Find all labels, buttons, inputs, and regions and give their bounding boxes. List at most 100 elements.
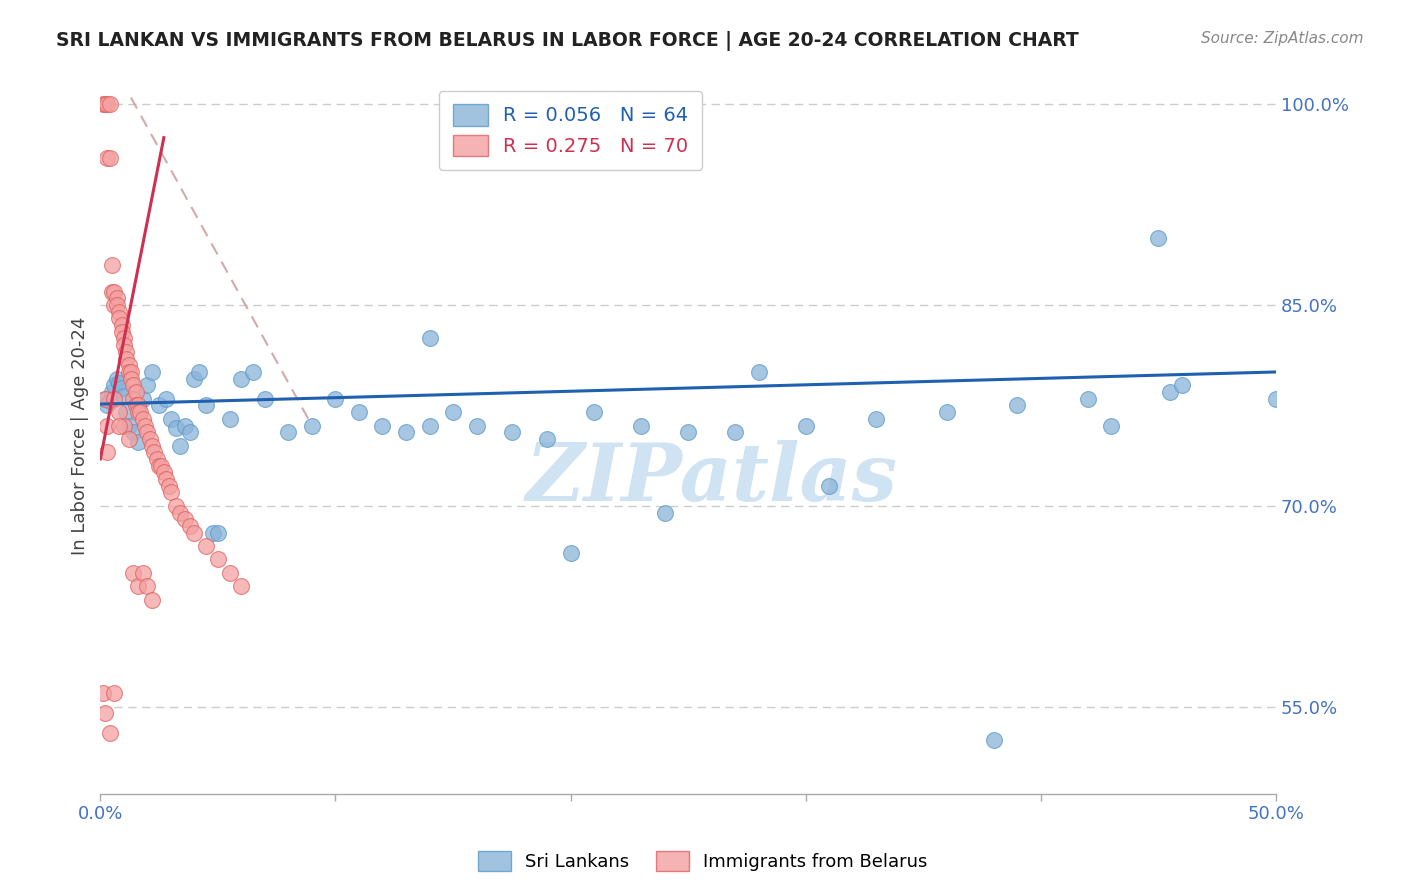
Legend: R = 0.056   N = 64, R = 0.275   N = 70: R = 0.056 N = 64, R = 0.275 N = 70 [439,91,702,170]
Point [136,579,159,593]
Point [157,479,180,493]
Point [115,351,138,366]
Point [98,394,121,409]
Point [110,318,132,332]
Point [231,372,253,386]
Point [131,392,153,406]
Point [131,566,153,580]
Point [146,452,169,467]
Point [94,97,117,112]
Point [141,365,163,379]
Legend: Sri Lankans, Immigrants from Belarus: Sri Lankans, Immigrants from Belarus [471,844,935,879]
Point [169,506,191,520]
Point [127,399,149,413]
Point [195,539,218,553]
Point [120,365,142,379]
Point [183,525,205,540]
Y-axis label: In Labor Force | Age 20-24: In Labor Force | Age 20-24 [72,317,89,555]
Point [91,686,114,700]
Point [501,425,523,440]
Point [935,405,957,419]
Point [122,566,145,580]
Point [253,392,276,406]
Point [96,97,118,112]
Point [105,291,128,305]
Point [124,385,146,400]
Point [207,552,229,566]
Point [1171,378,1194,392]
Point [218,412,240,426]
Point [465,418,488,433]
Point [122,392,145,406]
Point [150,458,173,473]
Point [138,432,160,446]
Point [96,151,118,165]
Point [218,566,240,580]
Point [129,405,152,419]
Point [441,405,464,419]
Point [748,365,770,379]
Point [141,439,163,453]
Point [347,405,370,419]
Point [188,365,211,379]
Point [108,311,131,326]
Point [108,376,131,390]
Point [153,466,176,480]
Point [110,381,132,395]
Point [560,546,582,560]
Point [94,706,117,721]
Point [134,418,156,433]
Point [112,338,135,352]
Point [96,418,118,433]
Point [583,405,606,419]
Point [127,579,149,593]
Point [418,418,440,433]
Point [115,405,138,419]
Point [94,392,117,406]
Point [112,389,135,403]
Point [120,372,142,386]
Point [96,399,118,413]
Point [277,425,299,440]
Point [115,344,138,359]
Point [103,686,125,700]
Point [371,418,394,433]
Point [325,392,347,406]
Point [1147,231,1170,245]
Point [207,525,229,540]
Point [155,392,177,406]
Point [165,421,187,435]
Point [1159,385,1181,400]
Point [127,405,149,419]
Point [117,365,139,379]
Point [108,405,131,419]
Point [676,425,699,440]
Point [108,304,131,318]
Point [91,97,114,112]
Point [174,512,197,526]
Point [117,432,139,446]
Point [101,258,124,272]
Text: Source: ZipAtlas.com: Source: ZipAtlas.com [1201,31,1364,46]
Point [131,412,153,426]
Point [231,579,253,593]
Point [202,525,225,540]
Point [630,418,652,433]
Text: ZIPatlas: ZIPatlas [526,440,897,517]
Point [124,399,146,413]
Point [117,418,139,433]
Point [141,592,163,607]
Point [103,285,125,299]
Point [183,372,205,386]
Point [165,499,187,513]
Point [179,519,201,533]
Point [160,412,183,426]
Point [117,358,139,372]
Point [105,298,128,312]
Point [98,726,121,740]
Point [865,412,887,426]
Point [195,399,218,413]
Point [983,733,1005,747]
Point [143,445,166,459]
Point [98,97,121,112]
